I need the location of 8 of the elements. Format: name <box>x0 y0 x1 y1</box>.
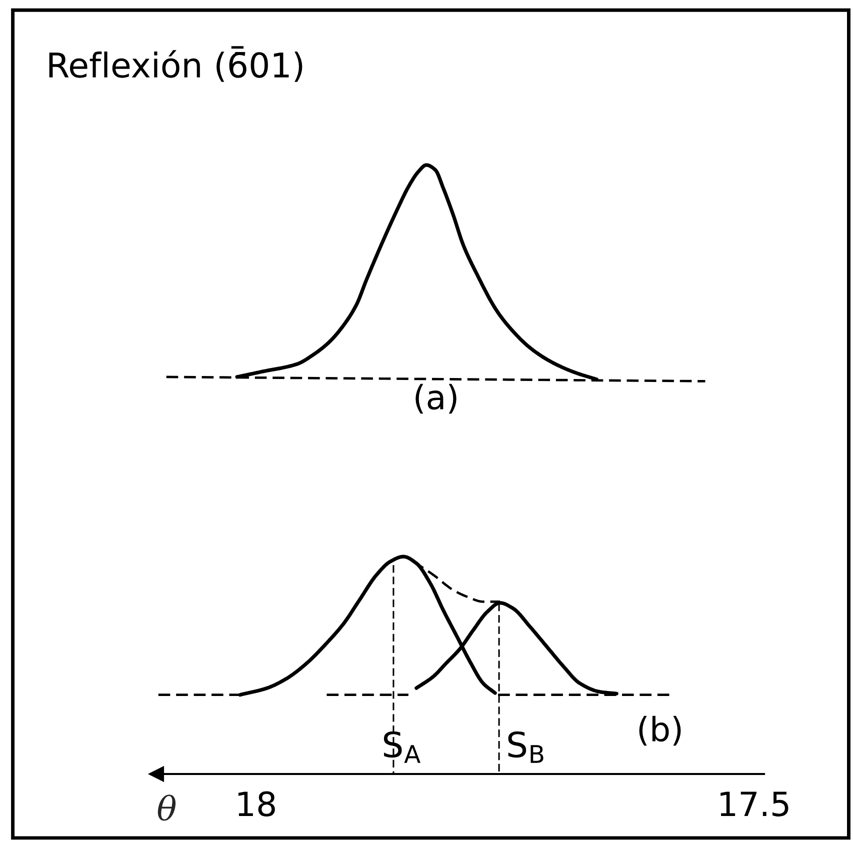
annotation: S$_{A}$ <box>384 731 420 763</box>
x-axis-title: θ <box>158 794 176 821</box>
annotation: (b) <box>639 716 681 746</box>
chart-title: Reflexión (6̄01) <box>49 50 302 82</box>
x-tick-label: 18 <box>238 791 275 816</box>
annotation: (a) <box>416 384 456 414</box>
annotation: S$_{B}$ <box>508 731 544 763</box>
x-tick-label: 17.5 <box>720 792 788 816</box>
